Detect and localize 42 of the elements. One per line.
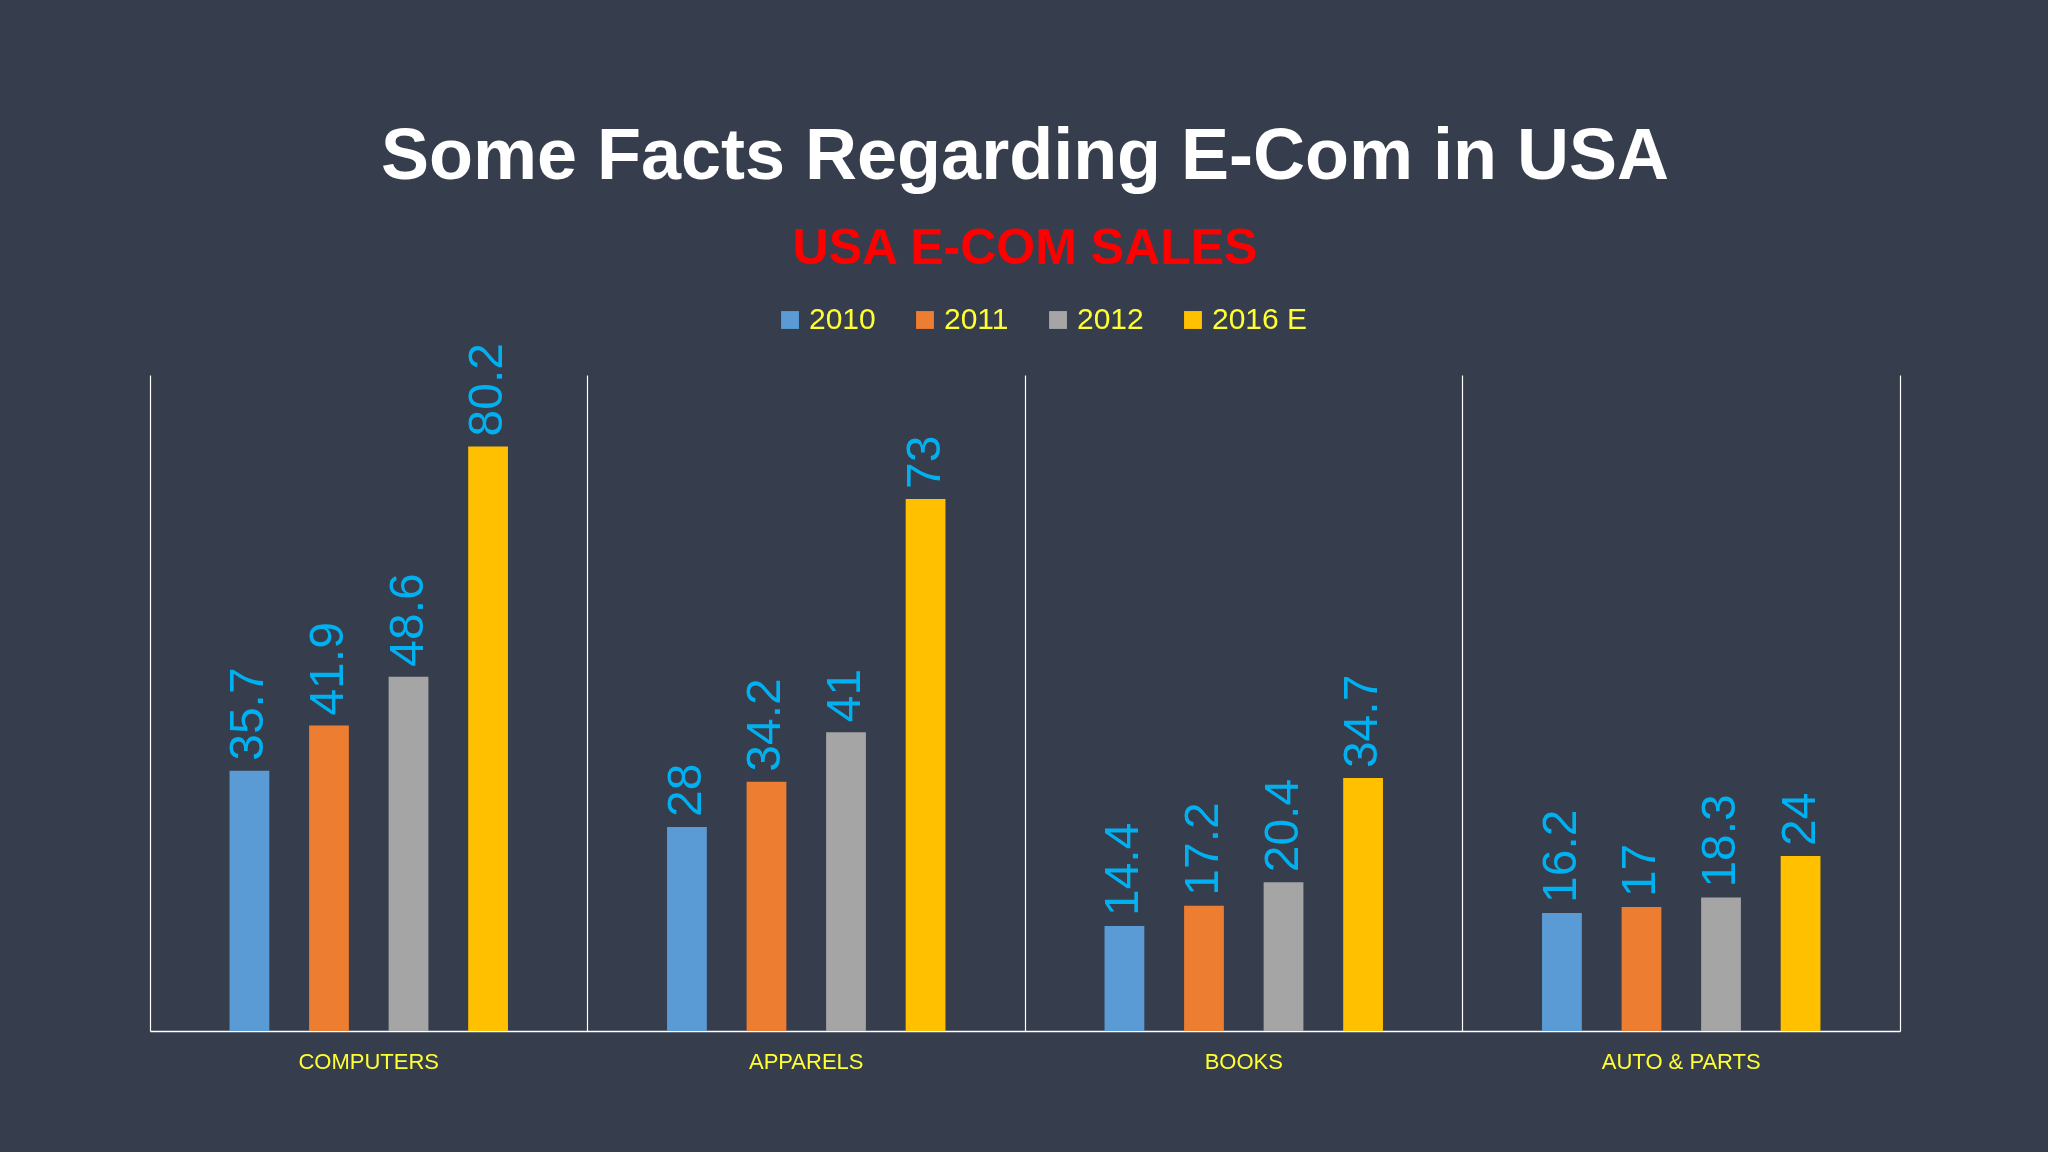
data-label: 16.2 xyxy=(1532,809,1586,903)
data-label: 18.3 xyxy=(1692,794,1746,888)
data-label: 34.2 xyxy=(737,678,791,772)
data-label: 24 xyxy=(1771,792,1825,847)
bar xyxy=(667,826,707,1031)
data-label: 35.7 xyxy=(220,667,274,761)
data-label: 41 xyxy=(817,668,871,723)
chart-title: Some Facts Regarding E-Com in USA xyxy=(380,114,1670,194)
bar xyxy=(468,446,508,1031)
bar xyxy=(1343,778,1383,1031)
bar xyxy=(1263,882,1304,1031)
data-label: 80.2 xyxy=(459,343,513,437)
x-tick-label: COMPUTERS xyxy=(298,1048,440,1074)
chart-subtitle: USA E-COM SALES xyxy=(792,219,1258,275)
bar xyxy=(905,498,946,1031)
data-label: 17 xyxy=(1612,843,1666,898)
data-label: 17.2 xyxy=(1174,802,1228,896)
bar xyxy=(1780,856,1821,1031)
bar xyxy=(1184,905,1224,1031)
legend-label: 2010 xyxy=(809,302,876,335)
legend-label: 2016 E xyxy=(1212,302,1308,335)
bar xyxy=(229,770,270,1031)
data-label: 28 xyxy=(657,763,711,817)
data-label: 14.4 xyxy=(1095,822,1149,917)
x-tick-label: AUTO & PARTS xyxy=(1601,1048,1761,1074)
bar xyxy=(826,732,866,1031)
bar xyxy=(1542,912,1582,1031)
bar xyxy=(388,676,429,1031)
data-label: 73 xyxy=(896,435,950,489)
bar xyxy=(1701,897,1741,1031)
legend-label: 2011 xyxy=(944,302,1009,335)
bar xyxy=(309,725,349,1031)
x-tick-label: BOOKS xyxy=(1204,1048,1283,1074)
bar xyxy=(746,781,787,1031)
data-label: 41.9 xyxy=(299,622,353,716)
bar xyxy=(1104,926,1145,1031)
data-label: 20.4 xyxy=(1254,778,1308,873)
bar xyxy=(1621,907,1662,1031)
x-tick-label: APPARELS xyxy=(748,1048,864,1074)
data-label: 48.6 xyxy=(379,573,433,667)
legend-label: 2012 xyxy=(1077,302,1144,335)
data-label: 34.7 xyxy=(1334,674,1388,769)
